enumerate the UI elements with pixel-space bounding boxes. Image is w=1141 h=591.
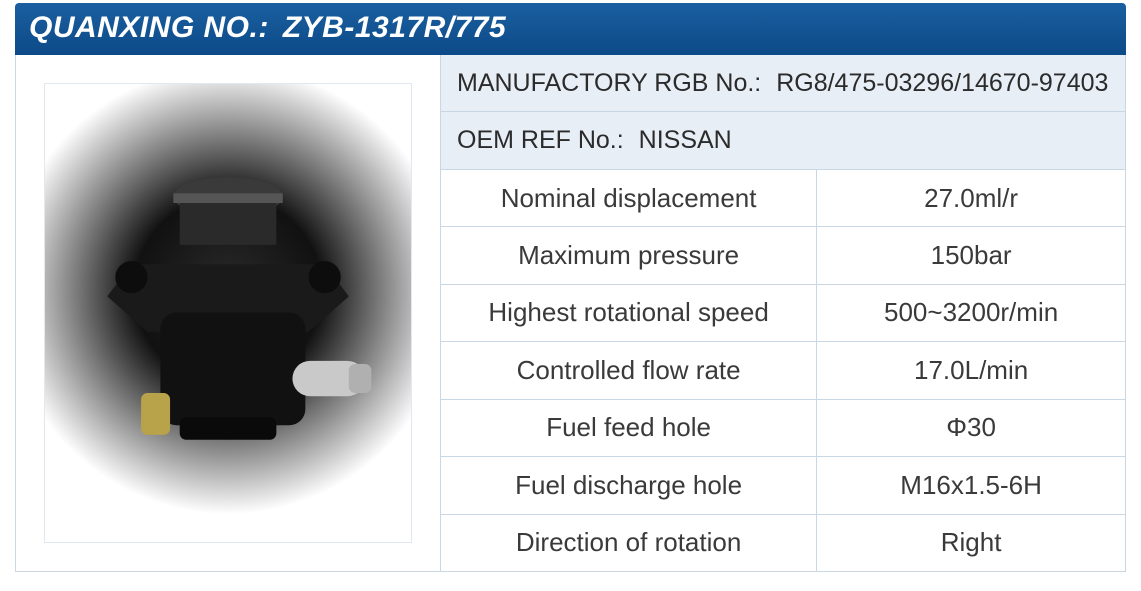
oem-value: NISSAN xyxy=(639,126,732,154)
header-label: QUANXING NO.: xyxy=(29,11,269,45)
table-row: Highest rotational speed 500~3200r/min xyxy=(441,285,1125,342)
spec-value: 500~3200r/min xyxy=(817,285,1125,341)
spec-value: 17.0L/min xyxy=(817,342,1125,398)
manufactory-label: MANUFACTORY RGB No.: xyxy=(457,69,761,97)
oem-row: OEM REF No.: NISSAN xyxy=(441,112,1125,169)
product-photo xyxy=(44,83,412,543)
manufactory-row: MANUFACTORY RGB No.: RG8/475-03296/14670… xyxy=(441,55,1125,112)
spec-key: Fuel discharge hole xyxy=(441,457,817,513)
card-header: QUANXING NO.: ZYB-1317R/775 xyxy=(15,3,1126,55)
spec-value: 27.0ml/r xyxy=(817,170,1125,226)
spec-value: M16x1.5-6H xyxy=(817,457,1125,513)
pump-icon xyxy=(67,111,389,514)
spec-card: QUANXING NO.: ZYB-1317R/775 xyxy=(0,0,1141,591)
spec-key: Maximum pressure xyxy=(441,227,817,283)
table-row: Fuel feed hole Φ30 xyxy=(441,400,1125,457)
spec-key: Controlled flow rate xyxy=(441,342,817,398)
manufactory-value: RG8/475-03296/14670-97403 xyxy=(776,69,1108,97)
spec-value: 150bar xyxy=(817,227,1125,283)
table-row: Maximum pressure 150bar xyxy=(441,227,1125,284)
table-row: Controlled flow rate 17.0L/min xyxy=(441,342,1125,399)
spec-value: Right xyxy=(817,515,1125,571)
spec-key: Direction of rotation xyxy=(441,515,817,571)
spec-key: Fuel feed hole xyxy=(441,400,817,456)
table-row: Direction of rotation Right xyxy=(441,515,1125,571)
spec-value: Φ30 xyxy=(817,400,1125,456)
product-photo-cell xyxy=(16,55,441,571)
table-row: Nominal displacement 27.0ml/r xyxy=(441,170,1125,227)
spec-table: MANUFACTORY RGB No.: RG8/475-03296/14670… xyxy=(441,55,1125,571)
header-value: ZYB-1317R/775 xyxy=(283,11,506,45)
spec-key: Highest rotational speed xyxy=(441,285,817,341)
table-row: Fuel discharge hole M16x1.5-6H xyxy=(441,457,1125,514)
oem-label: OEM REF No.: xyxy=(457,126,624,154)
spec-key: Nominal displacement xyxy=(441,170,817,226)
card-body: MANUFACTORY RGB No.: RG8/475-03296/14670… xyxy=(15,55,1126,572)
